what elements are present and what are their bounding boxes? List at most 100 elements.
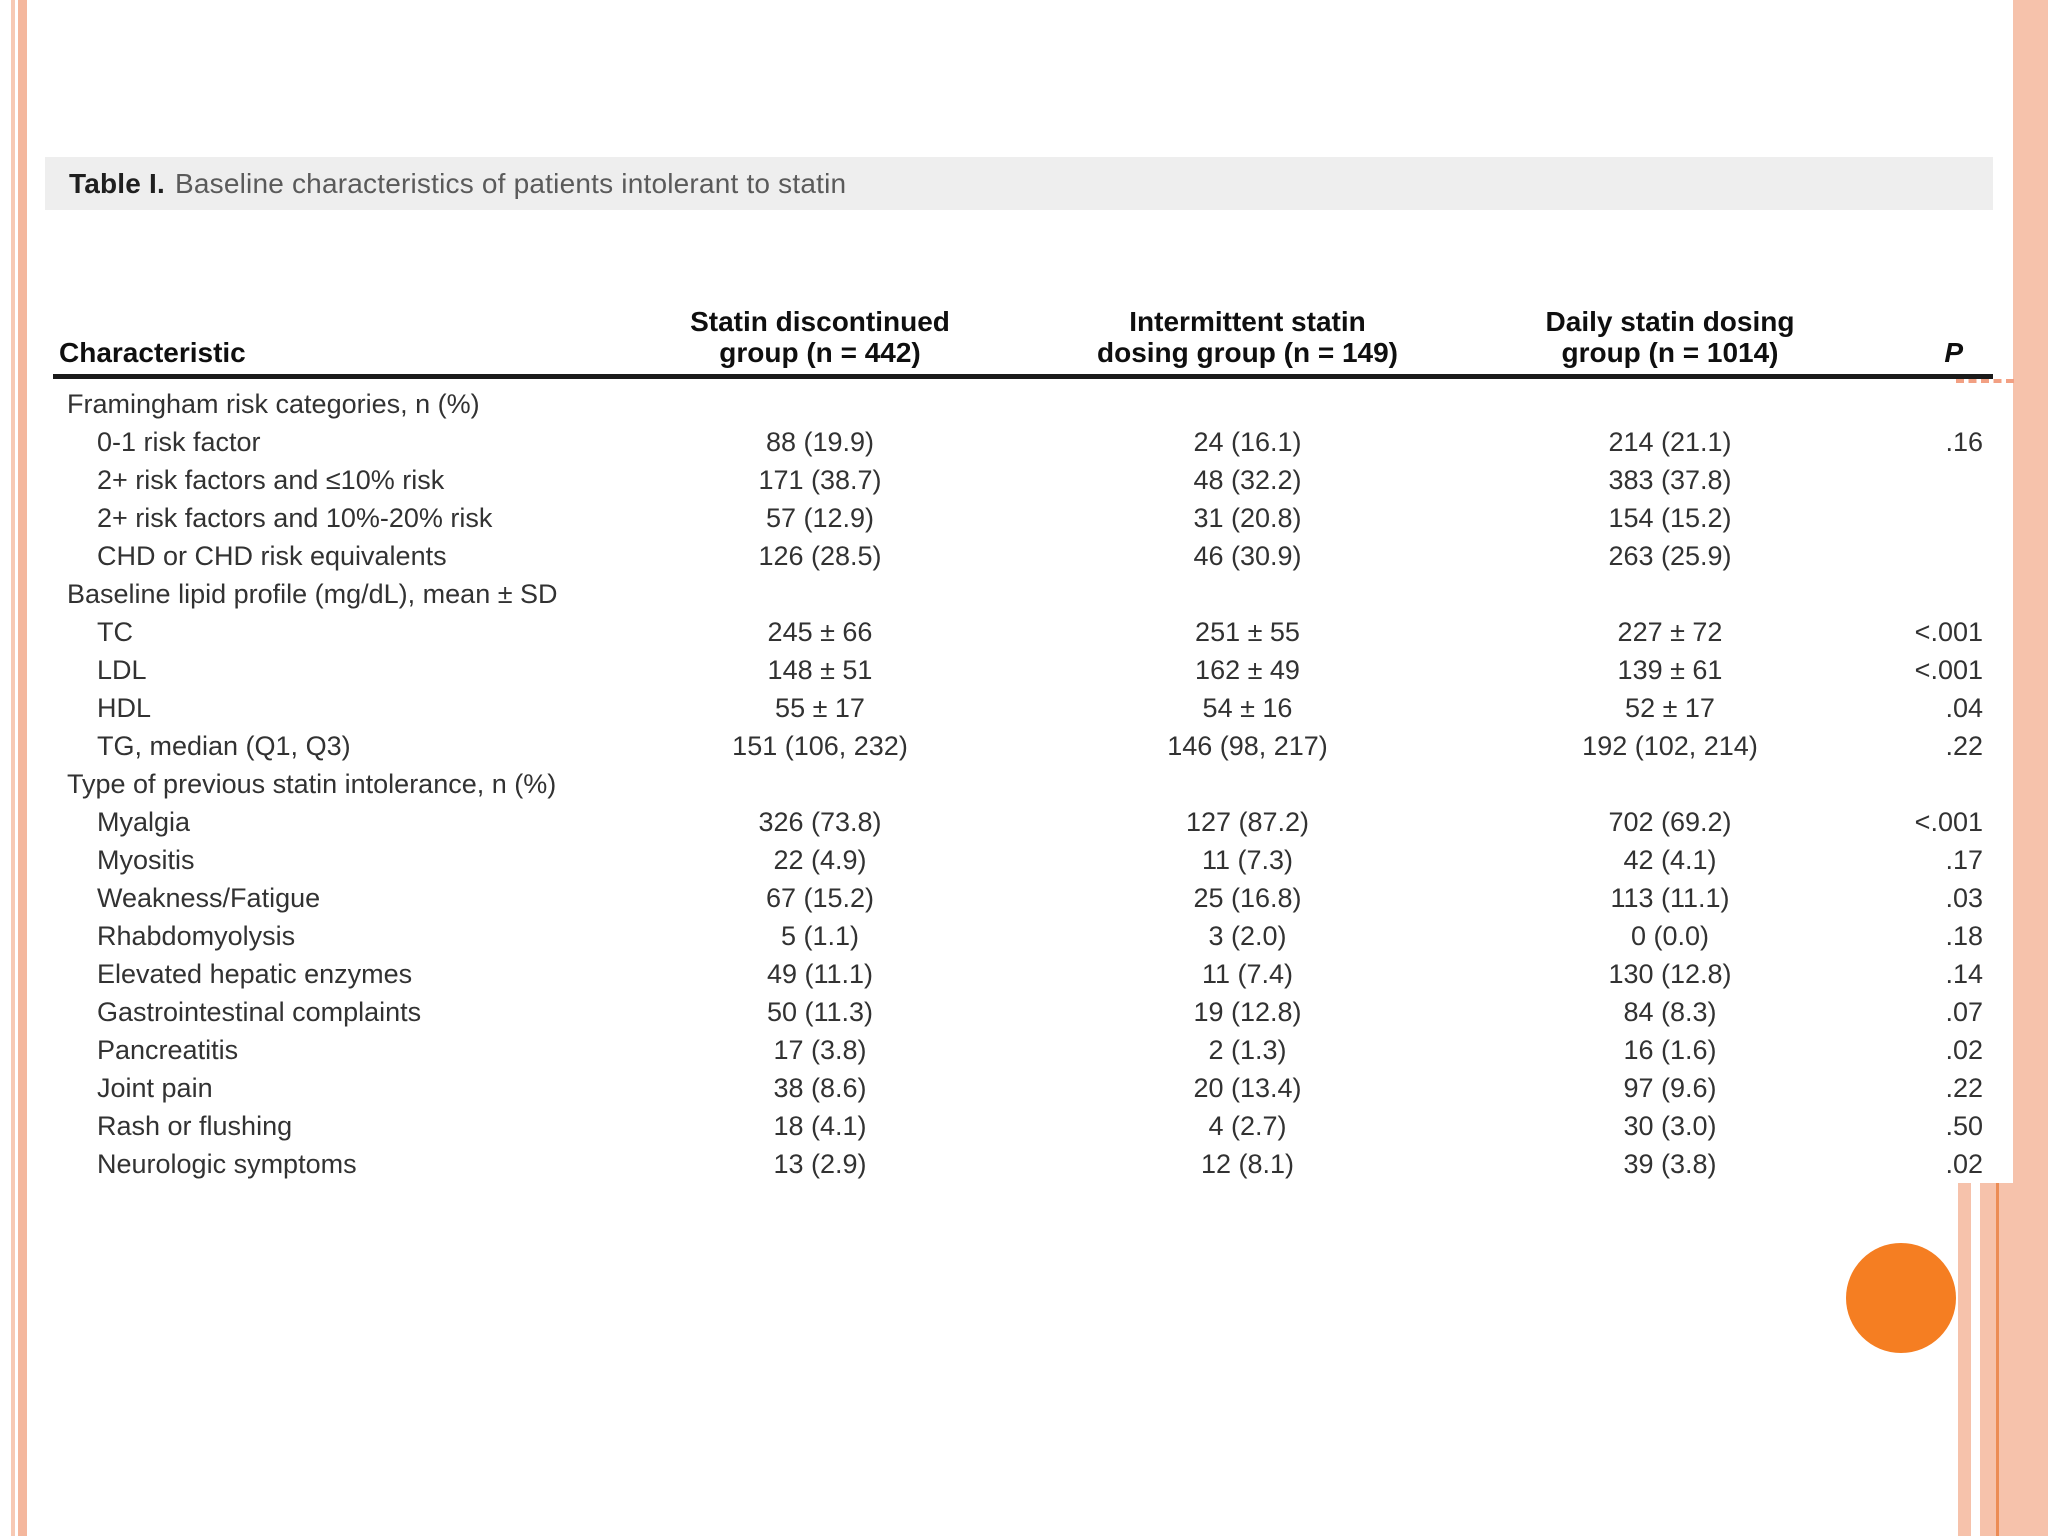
- cell-p-value: .14: [1945, 958, 1983, 989]
- cell-daily-dosing: 214 (21.1): [1608, 426, 1732, 457]
- cell-p-value: <.001: [1914, 616, 1983, 647]
- cell-statin-discontinued: 5 (1.1): [780, 920, 860, 951]
- table-row: 2+ risk factors and ≤10% risk 171 (38.7)…: [53, 461, 1993, 499]
- cell-daily-dosing: 263 (25.9): [1608, 540, 1732, 571]
- row-characteristic-label: Type of previous statin intolerance, n (…: [67, 768, 557, 799]
- cell-p-value: .22: [1945, 1072, 1983, 1103]
- dashed-accent-line: [1956, 379, 2014, 383]
- header-characteristic-label: Characteristic: [59, 337, 246, 368]
- cell-p-value: .03: [1945, 882, 1983, 913]
- table-title: Table I. Baseline characteristics of pati…: [45, 168, 846, 200]
- table-row: Rhabdomyolysis 5 (1.1) 3 (2.0) 0 (0.0) .…: [53, 917, 1993, 955]
- cell-statin-discontinued: 17 (3.8): [773, 1034, 867, 1065]
- cell-statin-discontinued: 148 ± 51: [767, 654, 873, 685]
- table-title-text: Baseline characteristics of patients int…: [175, 167, 847, 199]
- cell-intermittent-dosing: 11 (7.4): [1201, 958, 1294, 989]
- left-stripe-thick: [18, 0, 27, 1536]
- table-title-bar: Table I. Baseline characteristics of pati…: [45, 157, 1993, 210]
- table-row: Weakness/Fatigue 67 (15.2) 25 (16.8) 113…: [53, 879, 1993, 917]
- row-characteristic-label: Neurologic symptoms: [97, 1148, 357, 1179]
- cell-p-value: .50: [1945, 1110, 1983, 1141]
- table-row: Myalgia 326 (73.8) 127 (87.2) 702 (69.2)…: [53, 803, 1993, 841]
- row-characteristic-label: Pancreatitis: [97, 1034, 239, 1065]
- cell-intermittent-dosing: 25 (16.8): [1193, 882, 1302, 913]
- cell-daily-dosing: 52 ± 17: [1625, 692, 1715, 723]
- cell-intermittent-dosing: 24 (16.1): [1193, 426, 1302, 457]
- cell-daily-dosing: 39 (3.8): [1623, 1148, 1717, 1179]
- header-statin-discontinued: Statin discontinued group (n = 442): [600, 292, 1040, 374]
- cell-daily-dosing: 84 (8.3): [1623, 996, 1717, 1027]
- cell-intermittent-dosing: 20 (13.4): [1193, 1072, 1302, 1103]
- table-row: Baseline lipid profile (mg/dL), mean ± S…: [53, 575, 1993, 613]
- table-row: Myositis 22 (4.9) 11 (7.3) 42 (4.1) .17: [53, 841, 1993, 879]
- cell-daily-dosing: 227 ± 72: [1617, 616, 1723, 647]
- cell-daily-dosing: 113 (11.1): [1610, 882, 1730, 913]
- cell-statin-discontinued: 88 (19.9): [765, 426, 875, 457]
- cell-intermittent-dosing: 31 (20.8): [1193, 502, 1302, 533]
- table-row: 2+ risk factors and 10%-20% risk 57 (12.…: [53, 499, 1993, 537]
- table-row: CHD or CHD risk equivalents 126 (28.5) 4…: [53, 537, 1993, 575]
- cell-statin-discontinued: 49 (11.1): [766, 958, 874, 989]
- table-row: Elevated hepatic enzymes 49 (11.1) 11 (7…: [53, 955, 1993, 993]
- header-col2-line1: Intermittent statin: [1129, 306, 1366, 337]
- cell-statin-discontinued: 151 (106, 232): [732, 730, 908, 761]
- cell-p-value: .22: [1945, 730, 1983, 761]
- cell-statin-discontinued: 38 (8.6): [773, 1072, 867, 1103]
- cell-daily-dosing: 16 (1.6): [1623, 1034, 1717, 1065]
- cell-p-value: .16: [1945, 426, 1983, 457]
- cell-daily-dosing: 0 (0.0): [1630, 920, 1710, 951]
- cell-statin-discontinued: 126 (28.5): [758, 540, 882, 571]
- cell-intermittent-dosing: 162 ± 49: [1195, 654, 1300, 685]
- cell-intermittent-dosing: 251 ± 55: [1195, 616, 1300, 647]
- table-row: Framingham risk categories, n (%): [53, 385, 1993, 423]
- header-col2-line2: dosing group (n = 149): [1096, 337, 1398, 368]
- cell-intermittent-dosing: 11 (7.3): [1201, 844, 1294, 875]
- cell-statin-discontinued: 57 (12.9): [765, 502, 875, 533]
- cell-p-value: <.001: [1914, 654, 1983, 685]
- cell-daily-dosing: 154 (15.2): [1608, 502, 1732, 533]
- table-row: LDL 148 ± 51 162 ± 49 139 ± 61 <.001: [53, 651, 1993, 689]
- cell-p-value: .02: [1945, 1034, 1983, 1065]
- row-characteristic-label: Rash or flushing: [97, 1110, 293, 1141]
- table-title-number: Table I.: [69, 167, 165, 199]
- row-characteristic-label: CHD or CHD risk equivalents: [97, 540, 447, 571]
- cell-intermittent-dosing: 46 (30.9): [1193, 540, 1302, 571]
- cell-daily-dosing: 383 (37.8): [1608, 464, 1732, 495]
- cell-intermittent-dosing: 54 ± 16: [1202, 692, 1293, 723]
- cell-intermittent-dosing: 2 (1.3): [1208, 1034, 1287, 1065]
- table-row: Gastrointestinal complaints 50 (11.3) 19…: [53, 993, 1993, 1031]
- table-row: Rash or flushing 18 (4.1) 4 (2.7) 30 (3.…: [53, 1107, 1993, 1145]
- cell-intermittent-dosing: 127 (87.2): [1185, 806, 1310, 837]
- table-row: Pancreatitis 17 (3.8) 2 (1.3) 16 (1.6) .…: [53, 1031, 1993, 1069]
- table-body: Framingham risk categories, n (%) 0-1 ri…: [53, 385, 1993, 1183]
- cell-daily-dosing: 702 (69.2): [1608, 806, 1732, 837]
- cell-statin-discontinued: 13 (2.9): [773, 1148, 867, 1179]
- cell-statin-discontinued: 55 ± 17: [775, 692, 865, 723]
- row-characteristic-label: TG, median (Q1, Q3): [97, 730, 351, 761]
- cell-daily-dosing: 42 (4.1): [1623, 844, 1717, 875]
- table-row: Type of previous statin intolerance, n (…: [53, 765, 1993, 803]
- cell-statin-discontinued: 326 (73.8): [758, 806, 882, 837]
- header-col3-line2: group (n = 1014): [1561, 337, 1779, 368]
- cell-p-value: <.001: [1914, 806, 1983, 837]
- row-characteristic-label: LDL: [97, 654, 147, 685]
- row-characteristic-label: 2+ risk factors and 10%-20% risk: [97, 502, 493, 533]
- table-header-rule: [53, 374, 1993, 379]
- cell-intermittent-dosing: 4 (2.7): [1208, 1110, 1287, 1141]
- cell-p-value: .17: [1945, 844, 1983, 875]
- cell-intermittent-dosing: 146 (98, 217): [1167, 730, 1328, 761]
- row-characteristic-label: HDL: [97, 692, 152, 723]
- cell-statin-discontinued: 50 (11.3): [766, 996, 874, 1027]
- cell-daily-dosing: 97 (9.6): [1623, 1072, 1717, 1103]
- header-col3-line1: Daily statin dosing: [1545, 306, 1795, 337]
- row-characteristic-label: 2+ risk factors and ≤10% risk: [97, 464, 445, 495]
- cell-statin-discontinued: 67 (15.2): [765, 882, 875, 913]
- cell-statin-discontinued: 171 (38.7): [758, 464, 882, 495]
- header-col1-line2: group (n = 442): [719, 337, 921, 368]
- row-characteristic-label: Joint pain: [97, 1072, 213, 1103]
- cell-daily-dosing: 192 (102, 214): [1582, 730, 1758, 761]
- row-characteristic-label: Baseline lipid profile (mg/dL), mean ± S…: [67, 578, 558, 609]
- cell-p-value: .02: [1945, 1148, 1983, 1179]
- cell-daily-dosing: 139 ± 61: [1617, 654, 1723, 685]
- cell-daily-dosing: 130 (12.8): [1608, 958, 1732, 989]
